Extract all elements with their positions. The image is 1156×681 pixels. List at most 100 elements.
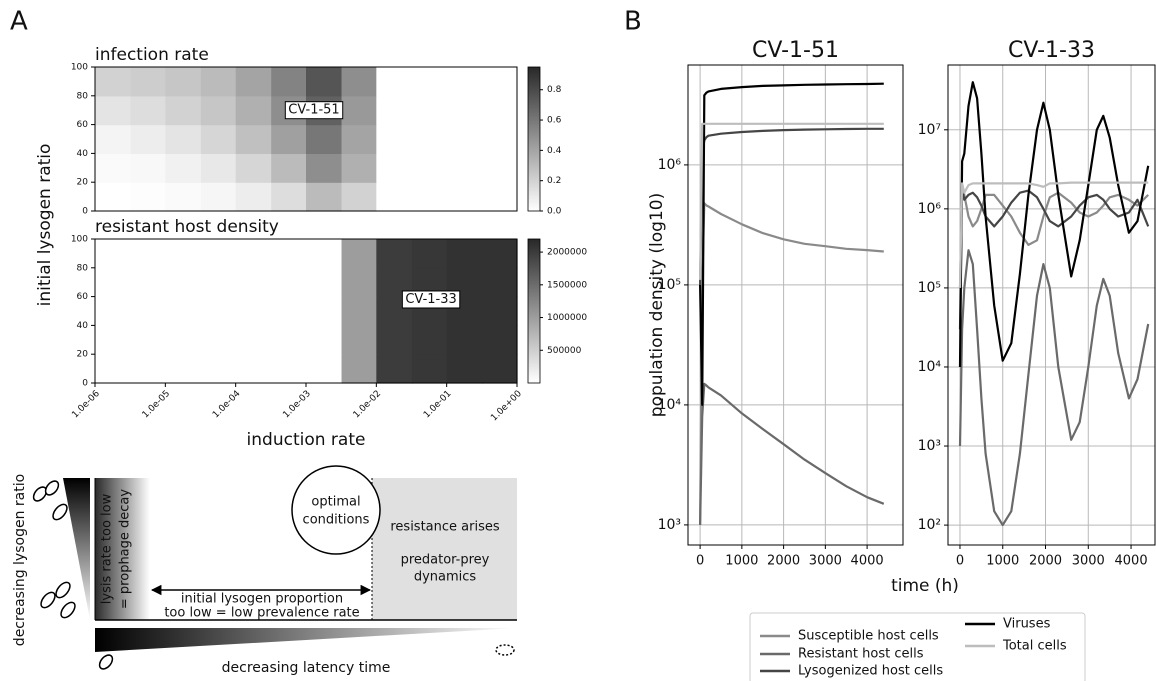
heat-cell <box>446 95 483 126</box>
legend-label: Susceptible host cells <box>798 629 939 644</box>
colorbar-tick-label: 500000 <box>547 346 582 356</box>
y-tick-label: 10⁶ <box>918 201 942 217</box>
x-tick-label: 4000 <box>851 554 884 569</box>
zone-label: resistance arises <box>390 520 499 535</box>
cell-icon <box>55 581 71 599</box>
heat-cell <box>165 354 202 384</box>
heat-cell <box>482 354 518 384</box>
heat-cell <box>130 67 166 97</box>
heat-cell <box>95 95 132 126</box>
resistance-zone <box>372 478 517 620</box>
zone-label: dynamics <box>414 570 477 585</box>
colorbar <box>527 238 541 384</box>
cell-icon <box>98 654 114 670</box>
arrow-label: initial lysogen proportion <box>181 592 343 607</box>
heat-cell <box>271 153 307 183</box>
heat-cell <box>130 124 166 154</box>
x-tick-label: 1.0e-04 <box>211 389 243 421</box>
heat-cell <box>271 325 307 355</box>
heat-cell <box>130 182 166 212</box>
x-axis-label: induction rate <box>247 430 366 450</box>
y-tick-label: 10⁵ <box>918 280 941 296</box>
plot-frame <box>947 64 1156 546</box>
cell-icon <box>52 503 68 521</box>
legend-label: Resistant host cells <box>798 647 924 662</box>
cell-icon <box>60 601 76 619</box>
heat-cell <box>482 95 518 126</box>
cell-icon <box>32 486 48 502</box>
heat-cell <box>95 124 132 154</box>
y-tick-label: 10⁵ <box>658 277 681 293</box>
panel-label: B <box>624 7 642 37</box>
heat-cell <box>271 67 307 97</box>
y-axis-label: initial lysogen ratio <box>35 144 55 307</box>
heat-cell <box>95 267 132 298</box>
heat-cell <box>306 67 343 97</box>
heat-cell <box>200 267 237 298</box>
heat-cell <box>446 67 483 97</box>
heat-cell <box>341 67 377 97</box>
heat-cell <box>235 95 272 126</box>
heat-cell <box>165 67 202 97</box>
heat-cell <box>446 239 483 269</box>
heat-cell <box>482 296 518 326</box>
lysed-cell-icon <box>495 644 515 656</box>
diagram-x-label: decreasing latency time <box>222 660 391 676</box>
heat-cell <box>130 354 166 384</box>
heat-cell <box>446 153 483 183</box>
heat-cell <box>200 296 237 326</box>
heat-cell <box>411 354 448 384</box>
heat-cell <box>376 182 413 212</box>
y-tick-label: 60 <box>77 120 89 130</box>
heat-cell <box>306 296 343 326</box>
heat-cell <box>95 296 132 326</box>
heat-cell <box>482 67 518 97</box>
annotation: CV-1-33 <box>405 292 456 307</box>
colorbar-tick-label: 0.4 <box>547 146 562 156</box>
legend-label: Total cells <box>1002 639 1067 654</box>
heat-cell <box>341 153 377 183</box>
heat-cell <box>95 325 132 355</box>
cell-icons <box>32 480 515 670</box>
plot-frame <box>94 66 518 212</box>
x-tick-label: 1.0e-05 <box>141 389 173 421</box>
zone-label: optimal <box>311 495 360 510</box>
panel-label: A <box>10 7 28 37</box>
heat-cell <box>271 267 307 298</box>
y-tick-label: 0 <box>82 207 88 217</box>
heat-cell <box>95 153 132 183</box>
heat-cell <box>482 182 518 212</box>
heat-cell <box>482 153 518 183</box>
heat-cell <box>165 95 202 126</box>
series-line <box>958 181 1149 288</box>
x-tick-label: 1000 <box>986 554 1019 569</box>
heat-cell <box>411 182 448 212</box>
x-tick-label: 3000 <box>809 554 842 569</box>
diagram: decreasing lysogen ratio lysis rate too … <box>12 465 517 676</box>
heat-cell <box>306 124 343 154</box>
x-tick-label: 1000 <box>725 554 758 569</box>
legend-box <box>749 612 1086 681</box>
heat-cell <box>165 325 202 355</box>
heat-cell <box>271 354 307 384</box>
heat-cell <box>376 67 413 97</box>
y-tick-label: 80 <box>77 263 89 273</box>
heat-cell <box>341 296 377 326</box>
y-tick-label: 10² <box>918 517 941 533</box>
y-tick-label: 40 <box>77 149 89 159</box>
x-tick-label: 1.0e-01 <box>422 389 454 421</box>
y-tick-label: 40 <box>77 321 89 331</box>
heat-cell <box>235 296 272 326</box>
colorbar-tick-label: 0.2 <box>547 176 561 186</box>
colorbar-tick-label: 0.0 <box>547 207 562 217</box>
heat-cell <box>130 153 166 183</box>
annotation: CV-1-51 <box>288 103 339 118</box>
heat-cell <box>306 153 343 183</box>
heat-cell <box>165 267 202 298</box>
zone-label: predator-prey <box>401 553 490 568</box>
heat-cell <box>341 239 377 269</box>
heat-cell <box>200 182 237 212</box>
heat-cell <box>235 354 272 384</box>
colorbar-tick-label: 2000000 <box>547 248 587 258</box>
